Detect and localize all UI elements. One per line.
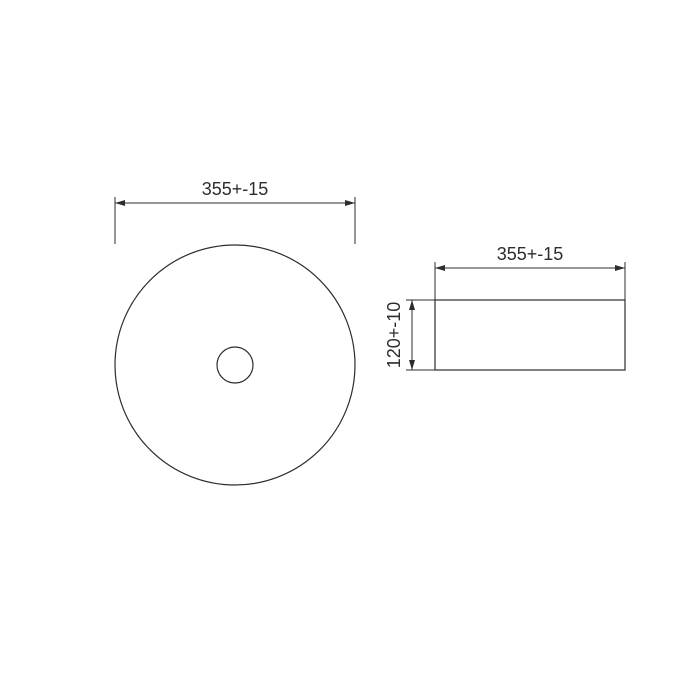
- technical-drawing: 355+-15 355+-15 120+-10: [0, 0, 700, 700]
- top-view-diameter-label: 355+-15: [202, 179, 269, 199]
- arrow-right: [345, 200, 355, 206]
- side-view: 355+-15 120+-10: [384, 244, 625, 370]
- arrow-left: [115, 200, 125, 206]
- arrow-bottom: [409, 360, 415, 370]
- side-view-height-label: 120+-10: [384, 302, 404, 369]
- side-view-width-dimension: 355+-15: [435, 244, 625, 300]
- arrow-left: [435, 265, 445, 271]
- side-view-width-label: 355+-15: [497, 244, 564, 264]
- top-view-diameter-dimension: 355+-15: [115, 179, 355, 244]
- top-view-outer-circle: [115, 245, 355, 485]
- arrow-top: [409, 300, 415, 310]
- top-view: 355+-15: [115, 179, 355, 485]
- side-view-height-dimension: 120+-10: [384, 300, 435, 370]
- arrow-right: [615, 265, 625, 271]
- side-view-rect: [435, 300, 625, 370]
- top-view-inner-hole: [217, 347, 253, 383]
